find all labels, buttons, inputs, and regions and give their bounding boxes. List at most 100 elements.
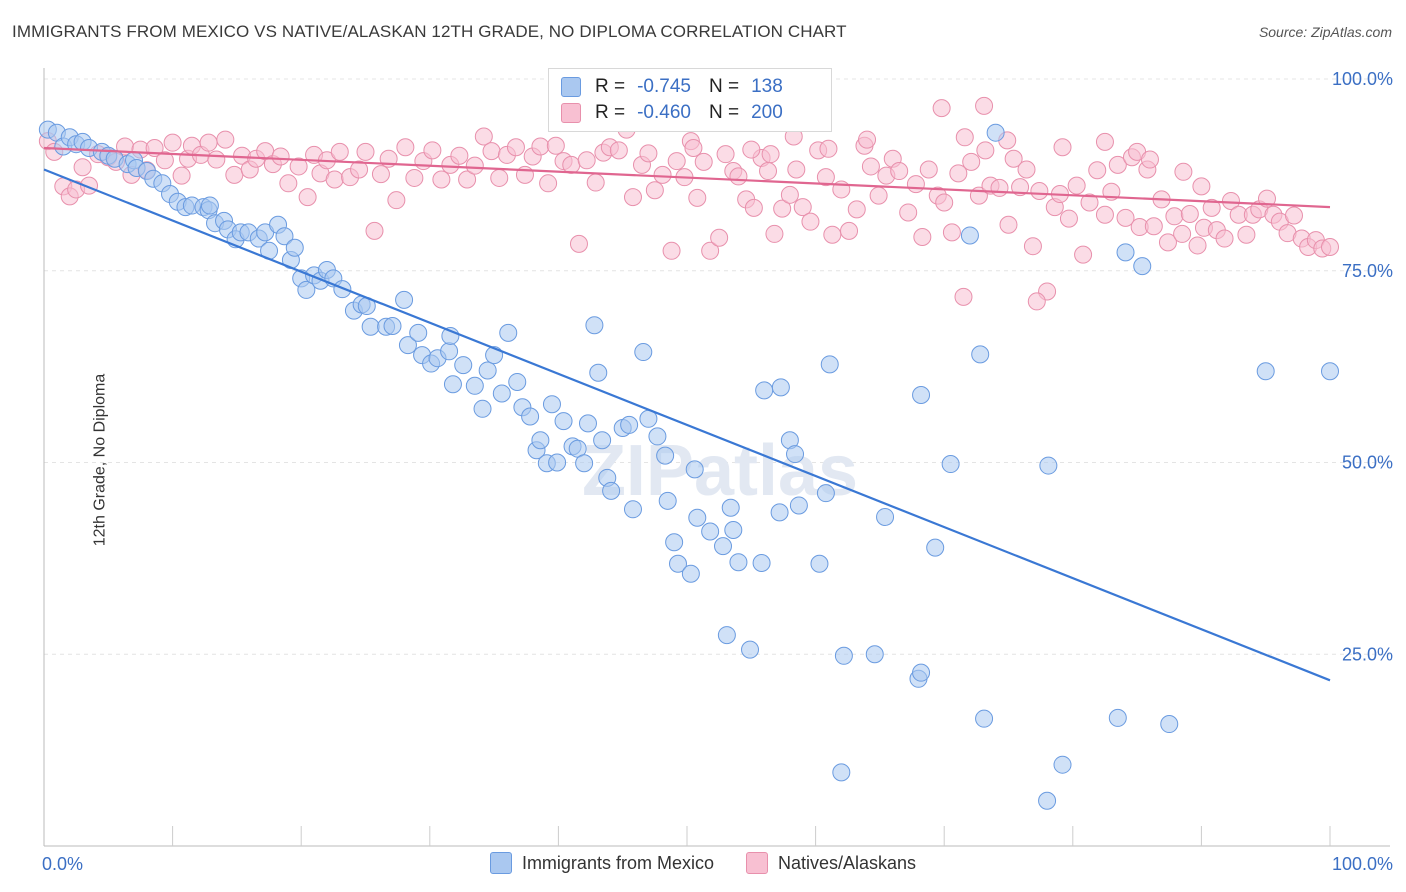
natives-point (1030, 181, 1049, 200)
trend-lines (43, 146, 1331, 682)
natives-point (744, 198, 763, 217)
mexico-point (492, 384, 511, 403)
natives-point (1215, 229, 1234, 248)
natives-point (569, 234, 588, 253)
natives-point (350, 160, 369, 179)
legend-swatch-pink (561, 103, 581, 123)
natives-point (906, 175, 925, 194)
natives-point (955, 128, 974, 147)
natives-point (1074, 245, 1093, 264)
natives-point (562, 155, 581, 174)
natives-point (330, 142, 349, 161)
natives-point (1011, 178, 1030, 197)
mexico-point (440, 342, 459, 361)
y-axis-label: 12th Grade, No Diploma (91, 373, 109, 547)
natives-point (639, 144, 658, 163)
n-value: 138 (751, 76, 783, 97)
mexico-point (786, 445, 805, 464)
natives-point (506, 138, 525, 157)
natives-point (780, 185, 799, 204)
natives-point (1095, 205, 1114, 224)
natives-point (73, 158, 92, 177)
natives-point (1004, 149, 1023, 168)
natives-point (793, 198, 812, 217)
y-tick-label: 100.0% (1332, 69, 1393, 89)
mexico-point (729, 553, 748, 572)
natives-point (662, 241, 681, 260)
natives-point (787, 160, 806, 179)
natives-point (861, 157, 880, 176)
mexico-point (926, 538, 945, 557)
natives-point (919, 160, 938, 179)
natives-point (1174, 162, 1193, 181)
natives-point (199, 133, 218, 152)
natives-point (890, 162, 909, 181)
mexico-point (832, 763, 851, 782)
axes (43, 68, 1390, 847)
natives-point (1192, 177, 1211, 196)
natives-point (1053, 138, 1072, 157)
mexico-point (820, 355, 839, 374)
natives-point (207, 150, 226, 169)
natives-point (801, 212, 820, 231)
natives-point (1180, 204, 1199, 223)
natives-point (1202, 198, 1221, 217)
legend-label-mexico: Immigrants from Mexico (521, 852, 714, 873)
tick-labels: 100.0% 75.0% 50.0% 25.0% 0.0% 100.0% (42, 69, 1393, 874)
chart-title: IMMIGRANTS FROM MEXICO VS NATIVE/ALASKAN… (12, 22, 847, 41)
mexico-point (717, 626, 736, 645)
mexico-point (1108, 708, 1127, 727)
mexico-point (771, 378, 790, 397)
natives-point (1095, 132, 1114, 151)
mexico-point (714, 537, 733, 556)
mexico-point (810, 554, 829, 573)
legend-item-mexico[interactable]: Immigrants from Mexico (489, 852, 714, 874)
mexico-point (816, 484, 835, 503)
natives-point (667, 152, 686, 171)
natives-point (279, 174, 298, 193)
correlation-legend: R = -0.745 N = 138 R = -0.460 N = 200 (548, 68, 832, 132)
r-value: -0.460 (637, 102, 691, 123)
natives-point (586, 173, 605, 192)
mexico-point (912, 663, 931, 682)
mexico-point (724, 520, 743, 539)
r-label: R = (595, 76, 626, 97)
r-value: -0.745 (637, 76, 691, 97)
mexico-point (876, 507, 895, 526)
mexico-point (665, 533, 684, 552)
natives-point (816, 168, 835, 187)
mexico-point (1321, 362, 1339, 381)
natives-point (858, 130, 877, 149)
mexico-point (648, 427, 667, 446)
natives-point (423, 141, 442, 160)
natives-point (155, 151, 174, 170)
natives-point (1059, 209, 1078, 228)
mexico-points (38, 120, 1339, 810)
mexico-point (361, 317, 380, 336)
natives-point (688, 188, 707, 207)
mexico-point (465, 376, 484, 395)
natives-point (932, 99, 951, 118)
mexico-trend-line (43, 168, 1331, 682)
n-label: N = (708, 102, 740, 123)
natives-point (225, 165, 244, 184)
mexico-point (593, 431, 612, 450)
natives-point (1237, 225, 1256, 244)
natives-point (387, 191, 406, 210)
mexico-point (548, 453, 567, 472)
natives-point (742, 140, 761, 159)
y-tick-label: 50.0% (1342, 453, 1393, 473)
natives-point (710, 228, 729, 247)
natives-point (869, 186, 888, 205)
legend-swatch-blue (561, 77, 581, 97)
mexico-point (478, 361, 497, 380)
mexico-point (395, 290, 414, 309)
natives-point (450, 146, 469, 165)
natives-point (298, 188, 317, 207)
natives-point (1067, 176, 1086, 195)
y-tick-label: 75.0% (1342, 261, 1393, 281)
natives-point (1221, 191, 1240, 210)
natives-trend-line (43, 146, 1331, 209)
legend-item-natives[interactable]: Natives/Alaskans (745, 852, 916, 874)
mexico-point (521, 407, 540, 426)
